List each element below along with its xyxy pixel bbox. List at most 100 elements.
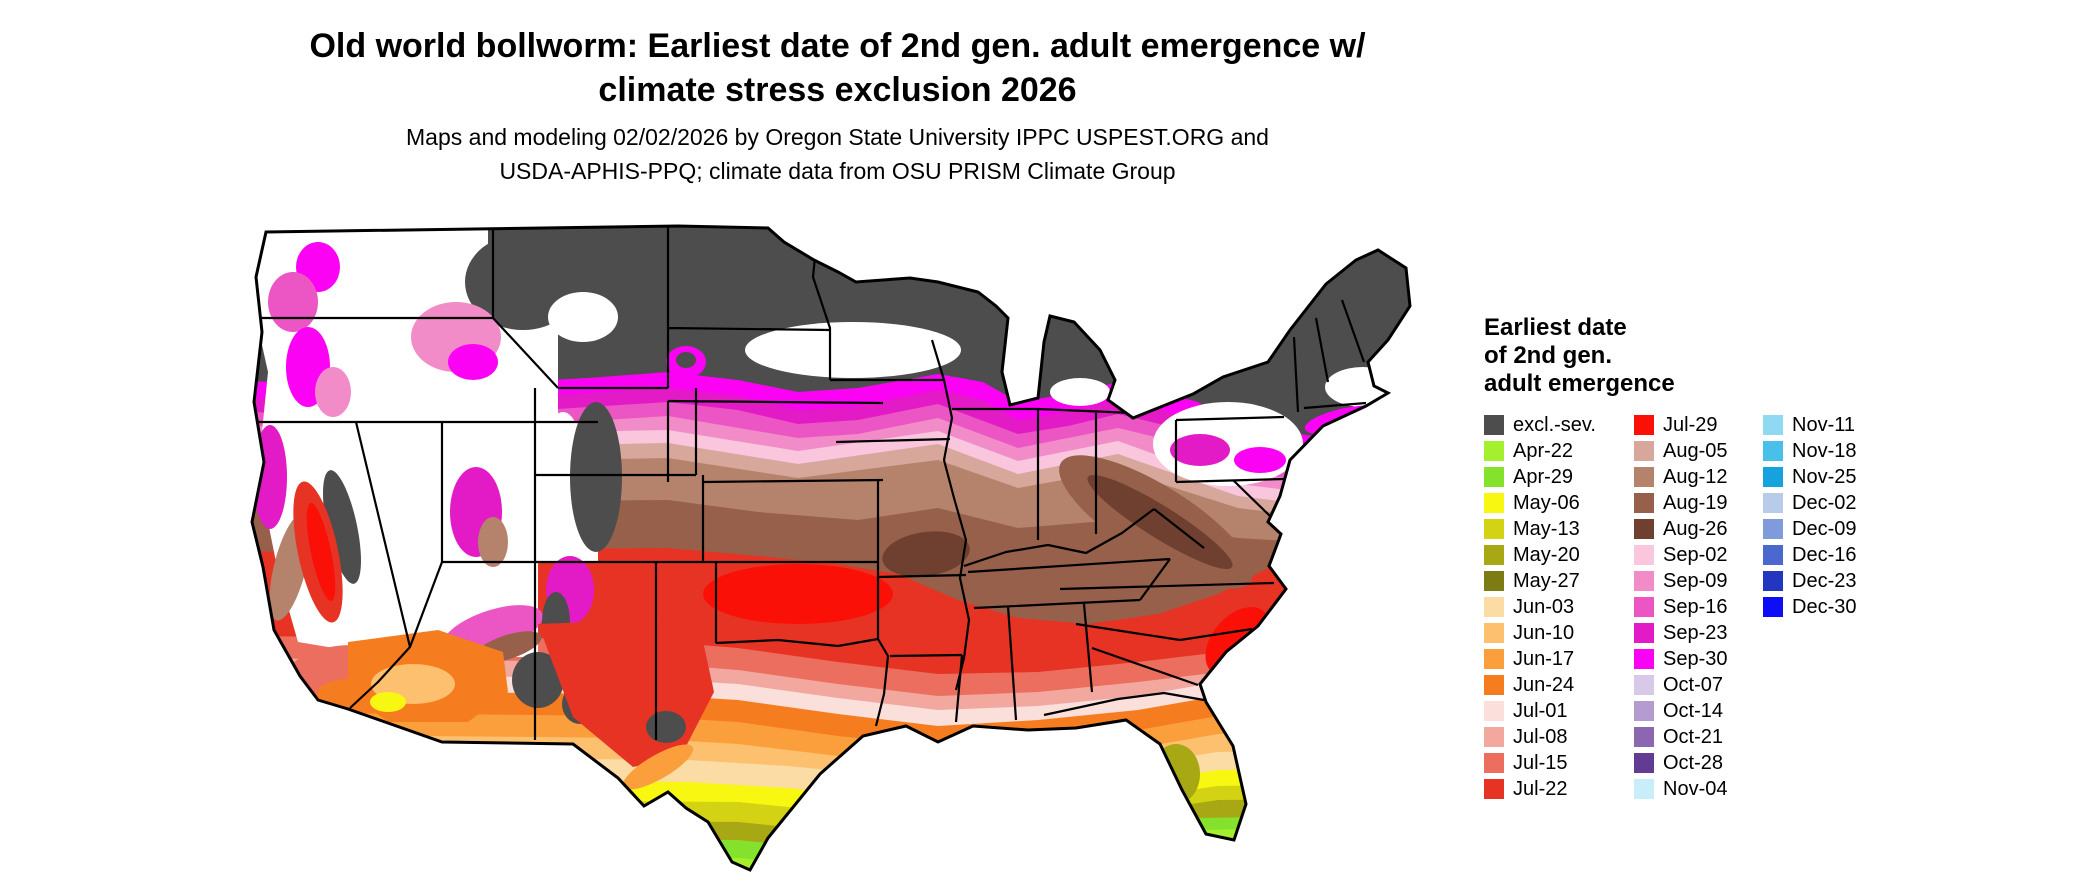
legend-item: Sep-30 [1634,646,1763,672]
patch-white-michigan [1050,378,1110,406]
legend-swatch [1763,415,1783,435]
band-may06 [252,766,1410,870]
legend-item: Jun-24 [1484,672,1634,698]
patch-magenta-newyork [1234,447,1286,473]
legend-title-line2: of 2nd gen. [1484,342,1612,369]
legend-swatch [1634,493,1654,513]
legend-swatch [1634,597,1654,617]
legend-label: Jul-22 [1513,777,1568,800]
legend-label: excl.-sev. [1513,413,1596,436]
patch-gray-az-mts [512,652,564,708]
legend-item: Aug-12 [1634,464,1763,490]
legend-column-2: Jul-29 Aug-05 Aug-12 Aug-19 Aug-26 Sep-02 Sep-… [1634,412,1763,802]
legend-item: Sep-23 [1634,620,1763,646]
map-fill-layers [252,226,1410,870]
legend-swatch [1484,649,1504,669]
patch-magenta-washington2 [268,272,318,332]
legend-label: Jun-24 [1513,673,1575,696]
legend-swatch [1484,779,1504,799]
patch-magenta-idaho [448,344,498,380]
legend-swatch [1634,441,1654,461]
legend-label: Oct-21 [1663,725,1724,748]
band-apr22 [252,826,1410,870]
legend-label: Dec-30 [1792,595,1857,618]
legend-label: Aug-12 [1663,465,1728,488]
legend-swatch [1484,727,1504,747]
legend-label: Nov-18 [1792,439,1857,462]
legend-label: May-06 [1513,491,1580,514]
legend-label: Sep-09 [1663,569,1728,592]
legend-item: excl.-sev. [1484,412,1634,438]
legend-column-1: excl.-sev. Apr-22 Apr-29 May-06 May-13 May-20… [1484,412,1634,802]
patch-red-central-valley-core [306,503,336,601]
legend-item: Nov-25 [1763,464,1856,490]
legend-label: Dec-16 [1792,543,1857,566]
legend-swatch [1484,519,1504,539]
legend-item: Sep-16 [1634,594,1763,620]
legend-item: Aug-19 [1634,490,1763,516]
patch-gray-davis-mts [646,711,686,743]
map-subtitle-line1: Maps and modeling 02/02/2026 by Oregon S… [406,124,1269,150]
band-apr29 [252,814,1410,870]
map-title: Old world bollworm: Earliest date of 2nd… [0,24,1675,112]
patch-darkbrown-ozarks [882,531,970,577]
legend-item: Jul-22 [1484,776,1634,802]
legend-swatch [1634,623,1654,643]
legend-swatch [1634,701,1654,721]
legend-title: Earliest date of 2nd gen. adult emergenc… [1484,314,1856,398]
legend-swatch [1634,649,1654,669]
legend-item: Nov-11 [1763,412,1856,438]
map-title-line2: climate stress exclusion 2026 [598,71,1077,109]
legend-item: Jul-29 [1634,412,1763,438]
legend-item: Oct-07 [1634,672,1763,698]
patch-orange-riogrande [622,744,694,790]
patch-magenta-pennsylvania [1170,434,1230,466]
legend-item: Jun-10 [1484,620,1634,646]
legend-item: Oct-14 [1634,698,1763,724]
legend-label: Sep-23 [1663,621,1728,644]
legend-item: May-13 [1484,516,1634,542]
legend-item: May-20 [1484,542,1634,568]
map-title-line1: Old world bollworm: Earliest date of 2nd… [309,27,1366,65]
patch-white-newengland [1325,367,1401,407]
legend-swatch [1763,467,1783,487]
map-subtitle-line2: USDA-APHIS-PPQ; climate data from OSU PR… [499,158,1176,184]
legend-label: Dec-02 [1792,491,1857,514]
legend-label: Oct-14 [1663,699,1724,722]
legend-swatch [1634,753,1654,773]
patch-gray-blackhills [676,352,696,368]
legend-swatch [1484,701,1504,721]
legend-item: Oct-21 [1634,724,1763,750]
legend-swatch [1484,753,1504,773]
legend-swatch [1484,597,1504,617]
legend-label: May-13 [1513,517,1580,540]
legend-label: Apr-22 [1513,439,1574,462]
legend-item: Apr-29 [1484,464,1634,490]
us-choropleth-map [250,224,1412,872]
legend-item: Nov-18 [1763,438,1856,464]
legend-swatch [1634,571,1654,591]
legend-label: May-20 [1513,543,1580,566]
legend-swatch [1634,519,1654,539]
legend-label: Oct-07 [1663,673,1724,696]
patch-gray-rockies [570,402,622,552]
legend-label: Nov-04 [1663,777,1728,800]
legend-item: Sep-09 [1634,568,1763,594]
band-jun03 [252,746,1410,870]
band-jun10 [252,726,1410,870]
patch-magenta-norcal [253,425,287,529]
legend-label: Aug-05 [1663,439,1728,462]
legend-item: Jun-03 [1484,594,1634,620]
legend-label: Jul-15 [1513,751,1568,774]
legend-label: Sep-30 [1663,647,1728,670]
legend-columns: excl.-sev. Apr-22 Apr-29 May-06 May-13 May-20… [1484,412,1856,802]
legend-swatch [1763,519,1783,539]
legend-label: Jun-17 [1513,647,1575,670]
legend-item: May-27 [1484,568,1634,594]
patch-white-montana [548,292,618,342]
legend-label: Jul-08 [1513,725,1568,748]
legend-swatch [1763,597,1783,617]
legend-label: Jun-03 [1513,595,1575,618]
legend-item: Dec-23 [1763,568,1856,594]
legend-swatch [1634,727,1654,747]
